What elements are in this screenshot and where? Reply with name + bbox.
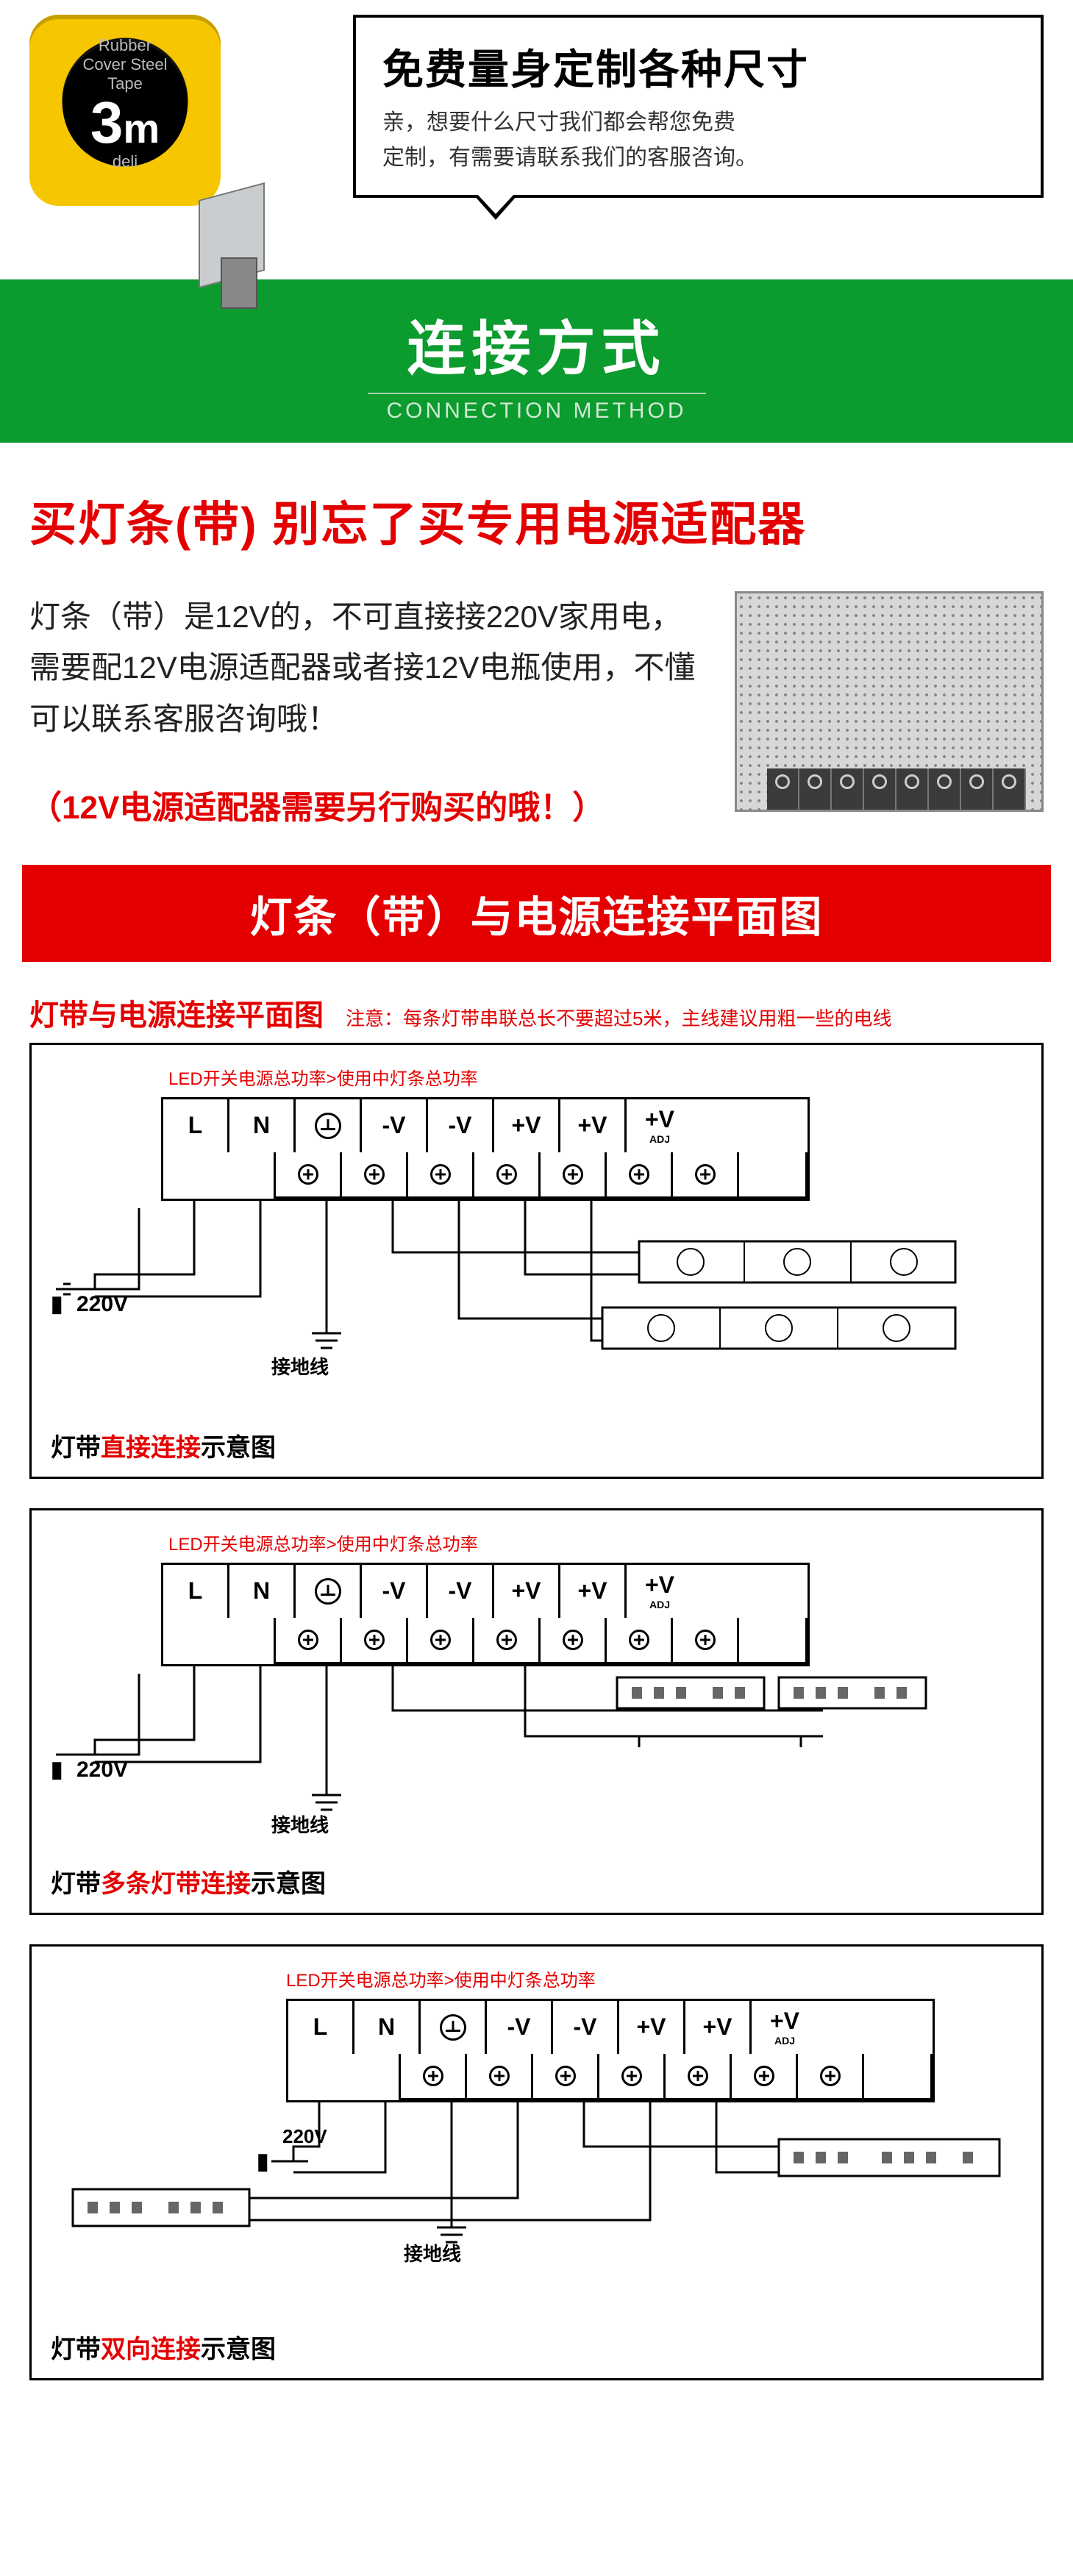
terminal--V: -V	[428, 1099, 494, 1152]
diagram-bidirectional: LED开关电源总功率>使用中灯条总功率 L N -V -V +V +V +VAD…	[29, 1944, 1044, 2380]
tape-value: 3	[90, 90, 124, 155]
wiring-svg-bidir: ▮ 220V 接地线	[51, 2102, 1022, 2323]
diagram-header-note: 注意：每条灯带串联总长不要超过5米，主线建议用粗一些的电线	[346, 1004, 891, 1031]
diagram-caption-direct: 灯带直接连接示意图	[51, 1427, 1022, 1463]
ground-icon	[315, 1578, 341, 1605]
ground-wire-label: 接地线	[271, 1356, 329, 1378]
banner-subtitle: CONNECTION METHOD	[0, 399, 1073, 424]
svg-text:220V: 220V	[76, 1758, 128, 1782]
custom-size-bubble: 免费量身定制各种尺寸 亲，想要什么尺寸我们都会帮您免费 定制，有需要请联系我们的…	[353, 15, 1044, 198]
ground-icon	[440, 2014, 466, 2041]
psu-power-note: LED开关电源总功率>使用中灯条总功率	[168, 1530, 1022, 1555]
led-strip	[639, 1241, 955, 1282]
custom-size-section: Rubber Cover Steel Tape 3m deli 免费量身定制各种…	[0, 0, 1073, 250]
warning-body: 灯条（带）是12V的，不可直接接220V家用电，需要配12V电源适配器或者接12…	[29, 591, 705, 744]
terminal-GND	[296, 1099, 362, 1152]
psu-power-note: LED开关电源总功率>使用中灯条总功率	[168, 1064, 1022, 1090]
bubble-line2: 定制，有需要请联系我们的客服咨询。	[382, 140, 1014, 176]
wiring-diagram-title-bar: 灯条（带）与电源连接平面图	[22, 865, 1051, 962]
warning-headline: 买灯条(带) 别忘了买专用电源适配器	[29, 487, 1044, 554]
svg-text:▮: ▮	[51, 1758, 63, 1782]
input-voltage-label: 220V	[76, 1292, 128, 1316]
psu-terminal-block: L N -V -V +V +V +VADJ	[161, 1563, 810, 1666]
led-strip	[617, 1677, 764, 1708]
tape-unit: m	[123, 105, 160, 151]
led-strip	[779, 2139, 999, 2176]
diagram-direct-connection: LED开关电源总功率>使用中灯条总功率 L N -V -V +V +V +VAD…	[29, 1043, 1044, 1479]
diagram-caption-multi: 灯带多条灯带连接示意图	[51, 1863, 1022, 1899]
svg-text:▮: ▮	[51, 1292, 63, 1316]
wiring-svg-multi: ▮ 220V 接地线	[51, 1666, 1022, 1858]
terminal-ADJ: +VADJ	[627, 1099, 693, 1152]
svg-text:接地线: 接地线	[271, 1814, 329, 1836]
svg-text:接地线: 接地线	[404, 2243, 461, 2265]
connection-method-banner: 连接方式 CONNECTION METHOD	[0, 279, 1073, 443]
terminal-N: N	[229, 1099, 296, 1152]
led-strip	[73, 2189, 249, 2226]
svg-text:220V: 220V	[282, 2125, 327, 2147]
svg-text:▮: ▮	[257, 2149, 269, 2174]
terminal--V: -V	[362, 1099, 428, 1152]
power-supply-illustration	[735, 591, 1044, 812]
psu-terminal-block: L N -V -V +V +V +VADJ	[161, 1097, 810, 1201]
led-strip	[779, 1677, 926, 1708]
bubble-title: 免费量身定制各种尺寸	[382, 37, 1014, 96]
power-adapter-warning: 买灯条(带) 别忘了买专用电源适配器 灯条（带）是12V的，不可直接接220V家…	[0, 443, 1073, 843]
terminal-+V: +V	[560, 1099, 627, 1152]
terminal-+V: +V	[494, 1099, 560, 1152]
ground-icon	[315, 1113, 341, 1139]
diagram-caption-bidir: 灯带双向连接示意图	[51, 2329, 1022, 2365]
diagram-header: 灯带与电源连接平面图 注意：每条灯带串联总长不要超过5米，主线建议用粗一些的电线	[29, 991, 1044, 1034]
diagram-header-title: 灯带与电源连接平面图	[29, 991, 324, 1034]
bubble-line1: 亲，想要什么尺寸我们都会帮您免费	[382, 105, 1014, 140]
terminal-L: L	[163, 1099, 229, 1152]
banner-title: 连接方式	[0, 302, 1073, 387]
warning-red-note: （12V电源适配器需要另行购买的哦！）	[29, 781, 705, 828]
psu-terminal-block: L N -V -V +V +V +VADJ	[286, 1999, 935, 2102]
tape-measure-illustration: Rubber Cover Steel Tape 3m deli	[29, 15, 324, 250]
wiring-svg-direct: ▮ 220V 接地线	[51, 1201, 1022, 1421]
led-strip	[602, 1307, 955, 1349]
psu-power-note: LED开关电源总功率>使用中灯条总功率	[286, 1966, 1022, 1991]
diagram-multi-strip: LED开关电源总功率>使用中灯条总功率 L N -V -V +V +V +VAD…	[29, 1508, 1044, 1915]
